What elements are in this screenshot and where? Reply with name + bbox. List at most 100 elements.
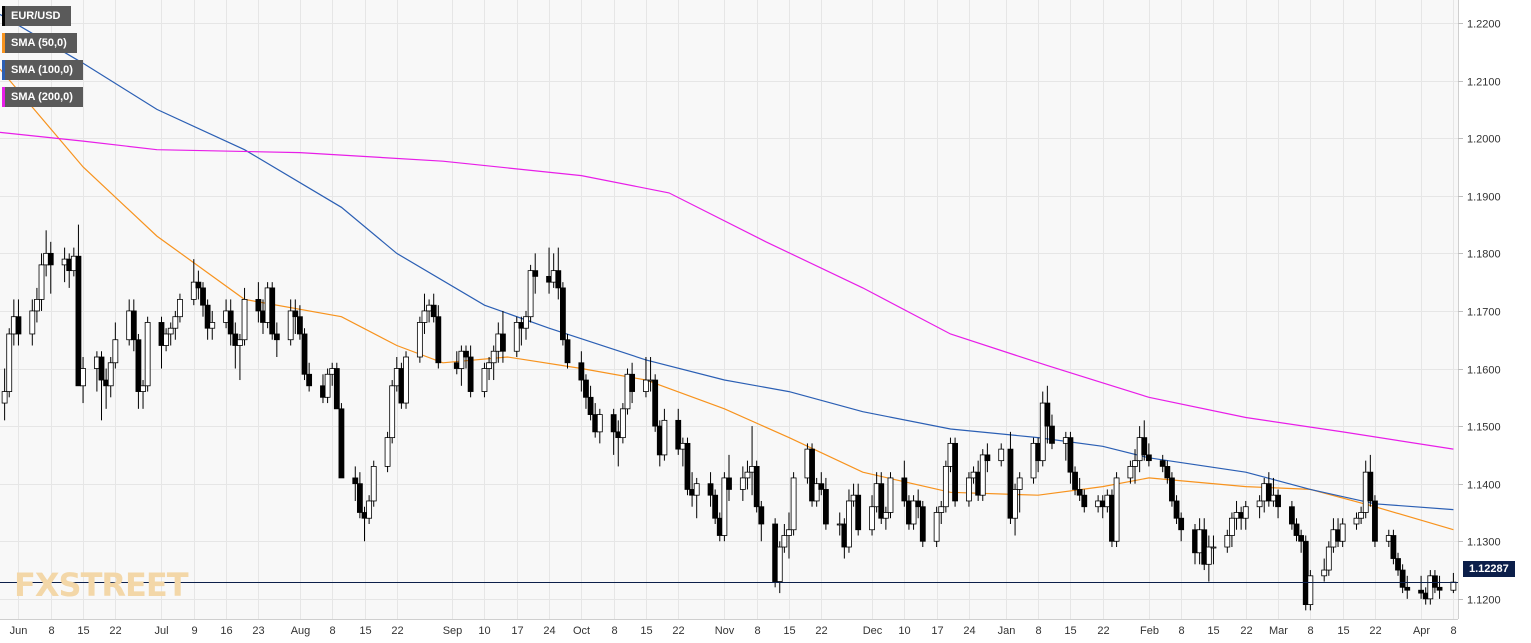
candle-up — [887, 472, 894, 519]
candle-up — [1113, 472, 1120, 548]
sma-line — [0, 68, 1454, 531]
candle-up — [1242, 500, 1249, 530]
candle-body — [1298, 535, 1305, 542]
candle-down — [1436, 575, 1443, 599]
x-tick-label: 8 — [1307, 625, 1313, 637]
candle-body — [435, 316, 442, 364]
x-tick-label: 17 — [511, 625, 523, 637]
candle-body — [559, 287, 566, 341]
candle-up — [942, 460, 949, 513]
y-tick-label: 1.2000 — [1467, 134, 1501, 146]
x-tick-label: 22 — [109, 625, 121, 637]
candle-body — [463, 350, 469, 358]
candle-down — [712, 489, 719, 524]
candle-up — [237, 333, 243, 381]
y-tick-label: 1.1400 — [1467, 480, 1501, 492]
candle-up — [966, 472, 972, 507]
candle-up — [1132, 449, 1138, 484]
candle-down — [984, 443, 991, 473]
candle-up — [287, 299, 294, 346]
y-tick-label: 1.1500 — [1467, 422, 1501, 434]
legend-item-eurusd[interactable]: EUR/USD — [2, 6, 83, 26]
candle-up — [523, 310, 529, 340]
candle-up — [1358, 506, 1365, 524]
candle-body — [1265, 483, 1272, 502]
legend-swatch — [2, 87, 5, 107]
candle-body — [619, 408, 626, 439]
legend-label: SMA (50,0) — [5, 33, 77, 53]
candle-body — [1145, 454, 1152, 462]
candle-down — [1067, 431, 1074, 484]
x-tick-label: Jun — [10, 625, 28, 637]
legend-item-sma200[interactable]: SMA (200,0) — [2, 87, 83, 107]
candle-down — [1044, 385, 1051, 444]
candle-down — [555, 247, 562, 300]
candle-body — [333, 368, 340, 410]
candle-up — [163, 328, 170, 352]
candle-body — [527, 270, 534, 318]
candle-up — [416, 316, 423, 363]
candle-body — [1242, 506, 1249, 519]
x-tick-label: 16 — [220, 625, 232, 637]
y-tick-label: 1.1700 — [1467, 307, 1501, 319]
candle-down — [47, 241, 54, 294]
candle-body — [190, 281, 197, 300]
candle-body — [1395, 558, 1401, 571]
candle-down — [204, 299, 211, 340]
candle-body — [910, 500, 917, 525]
candle-body — [1321, 569, 1328, 577]
legend-item-sma100[interactable]: SMA (100,0) — [2, 60, 83, 80]
candle-down — [758, 500, 765, 542]
candle-up — [596, 408, 603, 444]
candle-up — [172, 310, 179, 340]
candle-body — [490, 350, 497, 364]
candle-body — [1173, 500, 1180, 519]
candle-down — [1169, 472, 1175, 507]
candle-body — [901, 477, 908, 502]
candle-up — [979, 449, 986, 501]
candle-down — [1007, 431, 1014, 524]
candle-body — [130, 310, 137, 341]
candle-body — [1044, 402, 1051, 427]
candle-up — [370, 460, 377, 507]
candle-body — [1113, 477, 1120, 542]
candle-body — [984, 454, 991, 462]
candle-body — [1141, 437, 1148, 456]
legend-label: EUR/USD — [5, 6, 71, 26]
candle-body — [693, 483, 700, 496]
candle-up — [144, 316, 151, 392]
candle-down — [675, 408, 682, 455]
candle-down — [1404, 575, 1411, 599]
candle-down — [587, 385, 594, 421]
candle-body — [809, 448, 815, 502]
candle-up — [786, 512, 792, 559]
candle-body — [366, 500, 373, 519]
legend-item-sma50[interactable]: SMA (50,0) — [2, 33, 83, 53]
candle-body — [684, 442, 691, 490]
candle-body — [227, 310, 234, 335]
y-tick-label: 1.1300 — [1467, 537, 1501, 549]
sma-lines — [0, 13, 1454, 531]
candle-up — [938, 500, 945, 524]
candle-body — [38, 264, 45, 300]
candle-up — [1, 368, 8, 421]
x-tick-label: Feb — [1140, 625, 1159, 637]
candle-body — [758, 506, 765, 525]
candle-down — [1432, 570, 1438, 594]
candle-up — [661, 408, 668, 461]
candle-up — [619, 403, 626, 444]
candle-up — [481, 362, 488, 398]
candle-down — [1159, 454, 1166, 473]
candle-up — [910, 495, 917, 530]
candle-body — [1072, 471, 1078, 490]
candle-down — [559, 282, 566, 346]
candle-down — [333, 362, 340, 410]
candle-down — [1302, 535, 1309, 611]
candle-body — [421, 310, 428, 323]
candle-down — [1275, 489, 1281, 519]
candle-body — [587, 396, 594, 415]
y-tick-label: 1.1200 — [1467, 595, 1501, 607]
candle-down — [135, 333, 142, 409]
candle-up — [527, 264, 534, 323]
candle-body — [1067, 437, 1074, 473]
